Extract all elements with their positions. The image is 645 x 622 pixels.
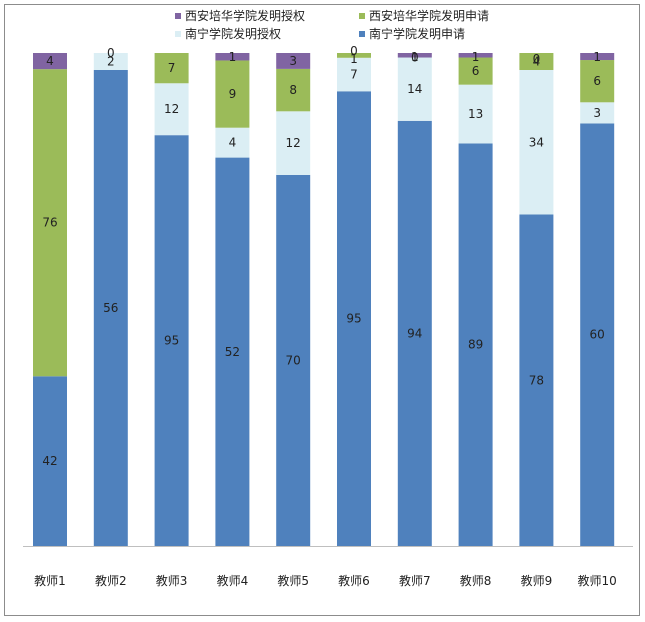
bar-segment: [33, 376, 67, 546]
legend-label: 西安培华学院发明申请: [369, 8, 489, 23]
data-label: 3: [593, 106, 601, 120]
bar-segment: [519, 53, 554, 70]
data-label: 2: [107, 55, 115, 69]
data-label: 78: [529, 373, 544, 387]
data-label: 1: [411, 50, 419, 64]
data-label: 7: [350, 68, 358, 82]
bar-segment: [458, 53, 493, 58]
data-label: 89: [468, 338, 483, 352]
data-label: 9: [229, 87, 237, 101]
data-label: 13: [468, 107, 483, 121]
x-tick-label: 教师7: [399, 573, 431, 588]
data-label: 56: [103, 301, 118, 315]
legend-swatch: [175, 13, 181, 19]
bar-segment: [215, 127, 250, 158]
legend-label: 南宁学院发明授权: [185, 26, 281, 41]
data-label: 95: [164, 334, 179, 348]
data-label: 4: [533, 55, 541, 69]
bar-segment: [397, 57, 432, 121]
data-label: 6: [593, 74, 601, 88]
legend-label: 南宁学院发明申请: [369, 26, 465, 41]
data-label: 6: [472, 64, 480, 78]
bar-segment: [93, 70, 128, 546]
bar-segment: [276, 174, 311, 546]
x-tick-label: 教师4: [217, 573, 249, 588]
bar-segment: [154, 135, 189, 546]
data-label: 0: [411, 51, 419, 65]
bar-segment: [337, 57, 371, 92]
data-label: 12: [286, 136, 301, 150]
legend-swatch: [359, 31, 365, 37]
bar-segment: [458, 143, 493, 546]
bar-segment: [215, 157, 250, 547]
legend-label: 西安培华学院发明授权: [185, 8, 305, 23]
bar-segment: [276, 111, 311, 175]
legend-swatch: [359, 13, 365, 19]
data-label: 1: [472, 50, 480, 64]
data-label: 8: [289, 83, 297, 97]
data-label: 0: [350, 44, 358, 58]
bar-segment: [276, 68, 311, 112]
x-axis-tick-labels: 教师1 教师2 教师3 教师4 教师5 教师6 教师7 教师8 教师9 教师10: [34, 573, 617, 588]
x-tick-label: 教师10: [578, 573, 617, 588]
data-label: 14: [407, 82, 422, 96]
bar-segment: [276, 53, 311, 69]
data-label: 34: [529, 135, 544, 149]
data-label: 1: [229, 50, 237, 64]
bar-segment: [397, 53, 432, 58]
bar-segment: [580, 60, 615, 103]
x-tick-label: 教师2: [95, 573, 127, 588]
data-label: 7: [168, 61, 176, 75]
data-label: 1: [350, 52, 358, 66]
bar-segment: [215, 60, 250, 128]
bar-segment: [154, 53, 189, 84]
data-label: 42: [42, 454, 57, 468]
bar-segment: [580, 102, 615, 124]
bar-segment: [519, 70, 554, 215]
data-label: 94: [407, 326, 422, 340]
chart-frame: 西安培华学院发明授权 西安培华学院发明申请 南宁学院发明授权 南宁学院发明申请 42 7…: [4, 4, 640, 616]
bar-segment: [580, 53, 615, 61]
x-tick-label: 教师9: [521, 573, 553, 588]
data-label: 1: [593, 50, 601, 64]
data-labels: 4276456209512752491701283957019414018913…: [42, 44, 604, 468]
bar-segment: [337, 53, 371, 58]
x-tick-label: 教师5: [277, 573, 309, 588]
data-label: 95: [346, 312, 361, 326]
bars: [33, 53, 615, 547]
data-label: 0: [107, 46, 115, 60]
bar-segment: [154, 83, 189, 136]
data-label: 4: [229, 136, 237, 150]
bar-segment: [33, 53, 67, 70]
x-tick-label: 教师6: [338, 573, 370, 588]
data-label: 4: [46, 54, 54, 68]
legend-swatch: [175, 31, 181, 37]
x-tick-label: 教师8: [460, 573, 492, 588]
data-label: 76: [42, 216, 57, 230]
bar-segment: [458, 84, 493, 144]
data-label: 60: [590, 328, 605, 342]
data-label: 12: [164, 102, 179, 116]
x-tick-label: 教师1: [34, 573, 66, 588]
data-label: 52: [225, 345, 240, 359]
data-label: 0: [533, 52, 541, 66]
bar-segment: [580, 123, 615, 546]
bar-segment: [458, 57, 493, 85]
bar-segment: [337, 91, 371, 546]
data-label: 3: [289, 54, 297, 68]
bar-segment: [215, 53, 250, 61]
x-tick-label: 教师3: [156, 573, 188, 588]
data-label: 70: [286, 353, 301, 367]
bar-segment: [33, 69, 67, 377]
bar-segment: [397, 120, 432, 546]
bar-segment: [519, 214, 554, 546]
bar-segment: [93, 53, 128, 70]
